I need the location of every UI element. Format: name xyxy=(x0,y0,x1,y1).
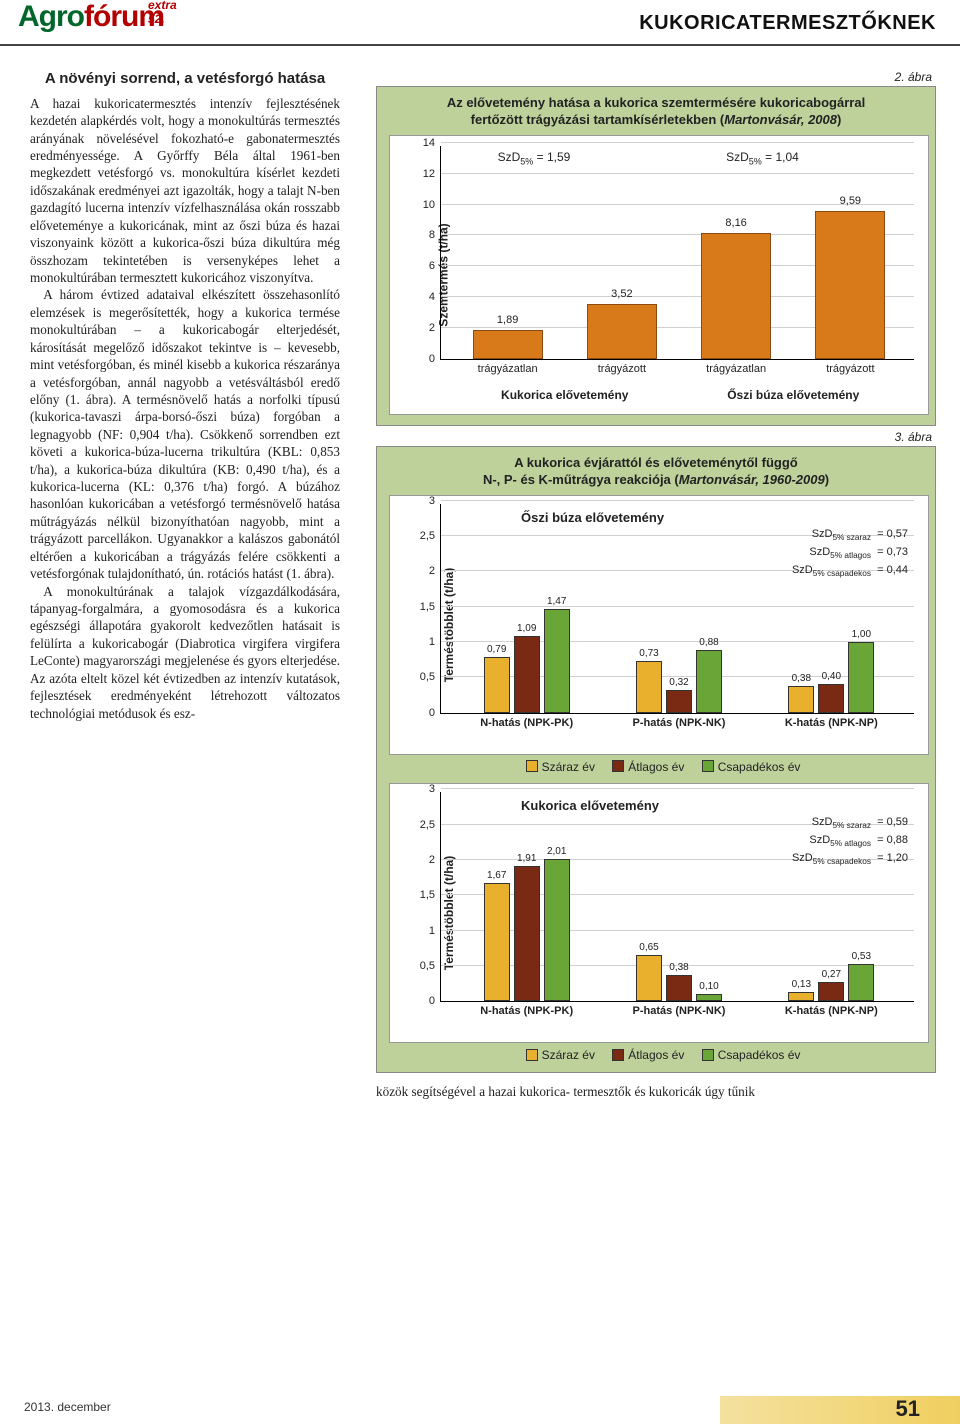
article-column: A növényi sorrend, a vetésforgó hatása A… xyxy=(30,70,340,722)
article-p2: A három évtized adataival elkészített ös… xyxy=(30,286,340,582)
footer-date: 2013. december xyxy=(24,1400,111,1414)
logo-sub: extra 52. xyxy=(148,0,177,26)
logo: Agrofórum extra 52. xyxy=(18,0,164,34)
fig3-chart-top: Terméstöbblet (t/ha) 00,511,522,53Őszi b… xyxy=(389,495,929,755)
fig2-title: Az elővetemény hatása a kukorica szemter… xyxy=(385,95,927,129)
fig2-chart: Szemtermés (t/ha) 024681012141,89trágyáz… xyxy=(389,135,929,415)
footer-strip xyxy=(720,1396,960,1424)
section-title: KUKORICATERMESZTŐKNEK xyxy=(639,12,936,35)
fig3-caption: 3. ábra xyxy=(376,430,932,444)
figures-column: 2. ábra Az elővetemény hatása a kukorica… xyxy=(376,70,936,1101)
page-header: Agrofórum extra 52. KUKORICATERMESZTŐKNE… xyxy=(0,0,960,52)
legend-swatch-szaraz xyxy=(526,760,538,772)
fig3-legend-bottom: Száraz év Átlagos év Csapadékos év xyxy=(385,1047,927,1062)
article-p1: A hazai kukoricatermesztés intenzív fejl… xyxy=(30,95,340,287)
fig3-title: A kukorica évjárattól és előveteménytől … xyxy=(385,455,927,489)
fig2-box: Az elővetemény hatása a kukorica szemter… xyxy=(376,86,936,426)
legend-swatch-atlagos-2 xyxy=(612,1049,624,1061)
fig2-caption: 2. ábra xyxy=(376,70,932,84)
article-heading: A növényi sorrend, a vetésforgó hatása xyxy=(30,70,340,89)
footer-page: 51 xyxy=(896,1396,920,1422)
header-rule xyxy=(0,44,960,46)
legend-swatch-szaraz-2 xyxy=(526,1049,538,1061)
legend-swatch-atlagos xyxy=(612,760,624,772)
fig3-chart-bottom: Terméstöbblet (t/ha) 00,511,522,53Kukori… xyxy=(389,783,929,1043)
page-footer: 2013. december 51 xyxy=(0,1390,960,1424)
fig3-box: A kukorica évjárattól és előveteménytől … xyxy=(376,446,936,1073)
logo-main: Agrofórum xyxy=(18,0,164,33)
article-p3: A monokultúrának a talajok vízgazdálkodá… xyxy=(30,583,340,722)
legend-swatch-csapadekos xyxy=(702,760,714,772)
article-tail: közök segítségével a hazai kukorica- ter… xyxy=(376,1077,936,1100)
fig3-legend-top: Száraz év Átlagos év Csapadékos év xyxy=(385,759,927,774)
legend-swatch-csapadekos-2 xyxy=(702,1049,714,1061)
